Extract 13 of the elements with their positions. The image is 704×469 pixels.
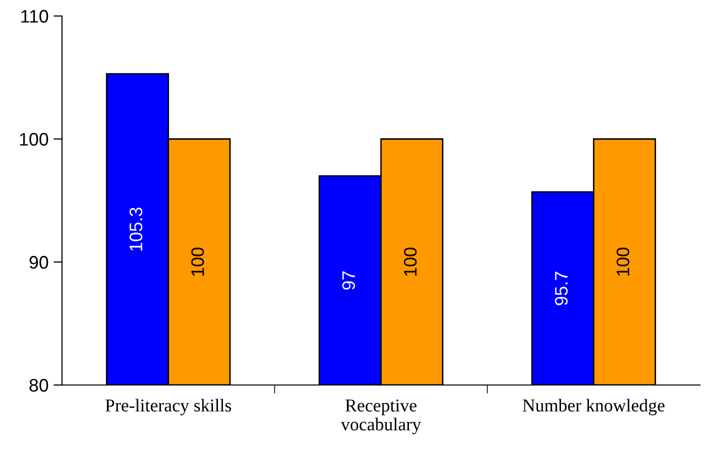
y-tick-label: 80 [30,378,48,392]
x-tick-label: Receptive vocabulary [340,399,422,434]
data-label: 100 [404,248,417,276]
data-label: 100 [191,248,204,276]
data-label: 105.3 [130,208,142,251]
y-tick-label: 110 [21,10,48,23]
y-tick-label: 90 [30,256,48,269]
data-label: 97 [342,271,356,290]
x-tick-label: Pre-literacy skills [105,398,232,416]
data-label: 100 [616,248,630,276]
data-label: 95.7 [554,272,568,306]
y-tick-label: 100 [20,132,48,146]
x-tick-label: Number knowledge [522,398,664,416]
